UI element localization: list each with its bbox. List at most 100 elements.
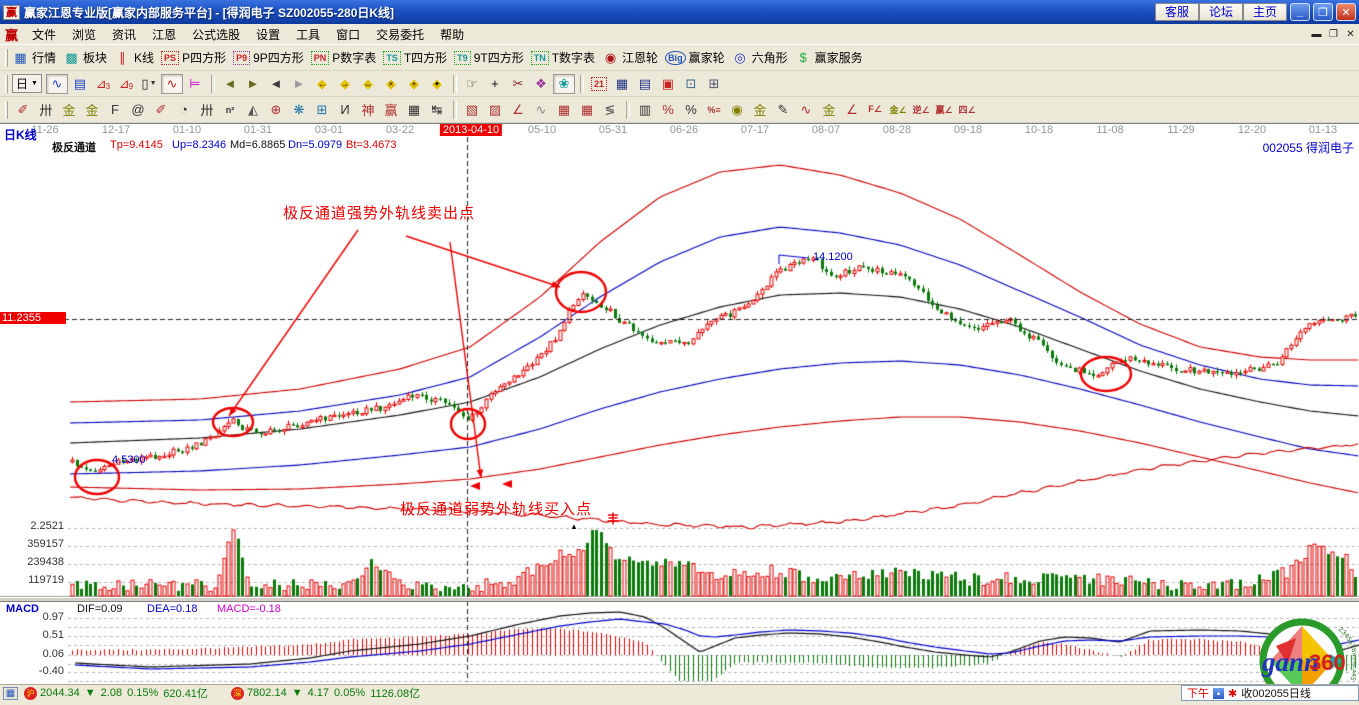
axis-date[interactable]: 11-08 xyxy=(1096,124,1124,136)
ying-angle-tool[interactable]: 赢∠ xyxy=(933,100,955,120)
keyboard-icon[interactable]: ▦ xyxy=(3,686,18,700)
diamond-fit[interactable]: ◆ + xyxy=(408,75,419,91)
time-cycle-tool[interactable]: ◔ xyxy=(173,100,195,120)
ruler-box-tool[interactable]: ▦ xyxy=(403,100,425,120)
wave-lines-tool[interactable]: ∿ xyxy=(530,100,552,120)
axis-date[interactable]: 03-01 xyxy=(314,124,344,136)
width-measure-tool[interactable]: ↹ xyxy=(426,100,448,120)
toolbar-item-winner-service[interactable]: $ 赢家服务 xyxy=(795,49,862,66)
percent-zone-tool[interactable]: % xyxy=(657,100,679,120)
smart-brain-tool[interactable]: ❀ xyxy=(552,73,575,94)
axis-date[interactable]: 11-29 xyxy=(1167,124,1195,136)
gann-shape-tool[interactable]: ❖ xyxy=(530,74,552,94)
axis-date[interactable]: 08-28 xyxy=(882,124,912,136)
ying-grid-tool[interactable]: 赢 xyxy=(380,100,402,120)
gold-circle-tool[interactable]: ◉ xyxy=(726,100,748,120)
menu-gann[interactable]: 江恩 xyxy=(152,27,177,42)
info-view[interactable]: ▤ xyxy=(69,74,91,94)
crosshair-tool[interactable]: + xyxy=(484,74,506,94)
axis-date-selected[interactable]: 2013-04-10 xyxy=(439,124,503,136)
mini-up-button[interactable]: ▴ xyxy=(1213,687,1224,699)
menu-window[interactable]: 窗口 xyxy=(336,27,361,42)
grid-lines-2[interactable]: 卅 xyxy=(196,100,218,120)
axis-date[interactable]: 07-17 xyxy=(740,124,770,136)
j-angle-tool[interactable]: ∠ xyxy=(841,100,863,120)
axis-date[interactable]: 10-18 xyxy=(1024,124,1054,136)
menu-help[interactable]: 帮助 xyxy=(440,27,465,42)
menu-formula-stock-pick[interactable]: 公式选股 xyxy=(192,27,241,42)
menu-tools[interactable]: 工具 xyxy=(296,27,321,42)
toolbar-item-9p-square[interactable]: P9 9P四方形 xyxy=(233,49,304,66)
print-tool[interactable]: ⊞ xyxy=(703,74,725,94)
ni-angle-tool[interactable]: 逆∠ xyxy=(910,100,932,120)
axis-date[interactable]: 01-10 xyxy=(172,124,202,136)
star-web-tool[interactable]: ❋ xyxy=(288,100,310,120)
hand-tool[interactable]: ☞ xyxy=(461,74,483,94)
axis-date[interactable]: 09-18 xyxy=(953,124,983,136)
calendar-tool[interactable]: 21 xyxy=(588,74,610,94)
profile-view[interactable]: ⊨ xyxy=(184,74,206,94)
axis-date[interactable]: 05-31 xyxy=(598,124,628,136)
hist-box-tool[interactable]: ▥ xyxy=(634,100,656,120)
shade-box-1[interactable]: ▧ xyxy=(461,100,483,120)
gold-box-tool[interactable]: 金 xyxy=(818,100,840,120)
shenzhen-index-quote[interactable]: 7802.14 ▼ 4.17 0.05% 1126.08亿 xyxy=(246,687,421,700)
child-restore-button[interactable]: ❐ xyxy=(1329,28,1338,40)
axis-date[interactable]: 03-22 xyxy=(385,124,415,136)
kline-chart-canvas[interactable] xyxy=(0,124,1359,684)
angle-mirror-tool[interactable]: ◭ xyxy=(242,100,264,120)
f-angle-tool[interactable]: F∠ xyxy=(864,100,886,120)
customer-service-button[interactable]: 客服 xyxy=(1154,3,1199,21)
pulse-tool[interactable]: И xyxy=(334,100,356,120)
ink-brush-tool[interactable]: ✎ xyxy=(772,100,794,120)
minimize-button[interactable]: _ xyxy=(1290,3,1310,21)
toolbar-item-hexagon[interactable]: ◎ 六角形 xyxy=(732,49,787,66)
channel-wave-tool[interactable]: ∿ xyxy=(795,100,817,120)
diamond-right[interactable]: ◆ → xyxy=(339,75,350,91)
toolbar-item-9t-square[interactable]: T9 9T四方形 xyxy=(454,49,524,66)
toolbar-item-t-number-table[interactable]: TN T数字表 xyxy=(530,49,595,66)
diamond-expand[interactable]: ◆ ↔ xyxy=(362,75,373,91)
nav-prev[interactable]: ◄ xyxy=(265,74,287,94)
toolbar-item-t-square[interactable]: TS T四方形 xyxy=(383,49,447,66)
axis-date[interactable]: 12-20 xyxy=(1237,124,1267,136)
toolbar-item-p-square[interactable]: PS P四方形 xyxy=(161,49,226,66)
macd-pane-label[interactable]: MACD xyxy=(6,603,39,615)
nav-next[interactable]: ► xyxy=(288,74,310,94)
axis-date[interactable]: 12-17 xyxy=(101,124,131,136)
toolbar-item-gann-wheel[interactable]: ◉ 江恩轮 xyxy=(602,49,658,66)
child-close-button[interactable]: ✕ xyxy=(1346,28,1355,40)
gold-section-1[interactable]: 金 xyxy=(58,100,80,120)
bars-9[interactable]: ⊿ 9 xyxy=(118,75,134,91)
n-square-tool[interactable]: n² xyxy=(219,100,241,120)
toolbar-item-kline[interactable]: ∥ K线 xyxy=(114,49,154,66)
nav-first[interactable]: ◄ xyxy=(219,74,241,94)
percent-tool[interactable]: % xyxy=(680,100,702,120)
axis-date[interactable]: 01-13 xyxy=(1308,124,1338,136)
shanghai-index-icon[interactable]: 沪 xyxy=(24,686,37,700)
parallel-lines-tool[interactable]: ≶ xyxy=(599,100,621,120)
percent-lines-tool[interactable]: %≡ xyxy=(703,100,725,120)
zigzag-view[interactable]: ∿ xyxy=(45,73,68,94)
toolbar-item-sectors[interactable]: ▩ 板块 xyxy=(63,49,107,66)
diamond-shrink[interactable]: ◆ × xyxy=(385,75,396,91)
save-tool[interactable]: ▣ xyxy=(657,74,679,94)
spiral-tool[interactable]: @ xyxy=(127,100,149,120)
pane-splitter[interactable] xyxy=(0,597,1359,602)
memo-tool[interactable]: ▤ xyxy=(634,74,656,94)
pen-tool[interactable]: ✐ xyxy=(12,100,34,120)
close-button[interactable]: ✕ xyxy=(1336,3,1356,21)
menu-settings[interactable]: 设置 xyxy=(256,27,281,42)
toolbar-item-winner-wheel[interactable]: Big 赢家轮 xyxy=(665,49,725,66)
toolbar-item-p-number-table[interactable]: PN P数字表 xyxy=(310,49,376,66)
gold-level-tool[interactable]: 金 xyxy=(749,100,771,120)
f-lines[interactable]: F xyxy=(104,100,126,120)
box-web-tool[interactable]: ⊞ xyxy=(311,100,333,120)
axis-date[interactable]: 01-31 xyxy=(243,124,273,136)
fan-lines-tool[interactable]: ∠ xyxy=(507,100,529,120)
menu-file[interactable]: 文件 xyxy=(32,27,57,42)
restore-button[interactable]: ❐ xyxy=(1313,3,1333,21)
diamond-left[interactable]: ◆ ← xyxy=(316,75,327,91)
axis-date[interactable]: 11-26 xyxy=(31,124,59,136)
gold-angle-tool[interactable]: 金∠ xyxy=(887,100,909,120)
